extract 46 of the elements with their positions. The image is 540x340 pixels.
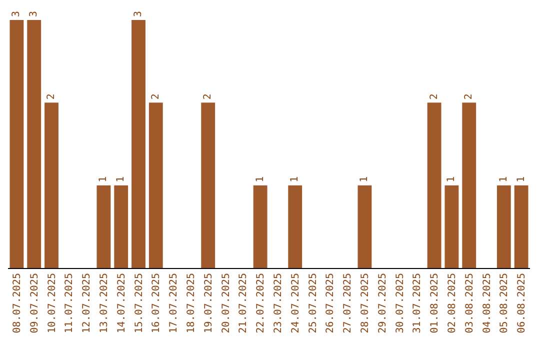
x-tick-label: 06.08.2025 — [516, 273, 528, 334]
x-tick-label: 01.08.2025 — [430, 273, 441, 334]
x-tick-label: 04.08.2025 — [482, 273, 493, 334]
data-label: 1 — [254, 176, 266, 182]
x-tick-label: 18.07.2025 — [186, 273, 197, 334]
x-tick-label: 14.07.2025 — [116, 273, 128, 334]
data-label: 1 — [359, 176, 370, 182]
x-tick-label: 17.07.2025 — [168, 273, 180, 334]
x-tick-label: 11.07.2025 — [64, 273, 76, 334]
x-tick-label: 21.07.2025 — [238, 273, 250, 334]
data-label: 3 — [11, 10, 22, 17]
data-label: 3 — [28, 10, 40, 17]
data-label: 2 — [464, 94, 475, 100]
x-tick-label: 22.07.2025 — [256, 273, 267, 334]
data-label: 2 — [428, 94, 440, 100]
x-tick-label: 09.07.2025 — [29, 273, 40, 334]
x-tick-label: 02.08.2025 — [446, 273, 458, 334]
x-tick-label: 31.07.2025 — [412, 273, 424, 334]
data-label: 3 — [133, 10, 144, 17]
x-tick-label: 28.07.2025 — [360, 273, 371, 334]
x-tick-label: 24.07.2025 — [290, 273, 302, 334]
x-tick-label: 16.07.2025 — [151, 273, 162, 334]
data-label: 1 — [446, 176, 458, 182]
x-tick-label: 25.07.2025 — [308, 273, 319, 334]
x-tick-label: 10.07.2025 — [46, 273, 58, 334]
data-label: 1 — [290, 176, 301, 182]
x-tick-label: 26.07.2025 — [325, 273, 336, 334]
x-tick-label: 05.08.2025 — [499, 273, 510, 334]
x-tick-label: 20.07.2025 — [220, 273, 232, 334]
x-tick-label: 29.07.2025 — [377, 273, 388, 334]
data-label: 1 — [116, 176, 127, 182]
data-label: 1 — [498, 176, 510, 182]
x-tick-label: 23.07.2025 — [272, 273, 284, 334]
x-tick-label: 13.07.2025 — [98, 273, 110, 334]
x-tick-label: 12.07.2025 — [82, 273, 93, 334]
x-tick-label: 19.07.2025 — [203, 273, 214, 334]
x-tick-label: 15.07.2025 — [134, 273, 145, 334]
x-tick-label: 03.08.2025 — [464, 273, 476, 334]
data-label: 2 — [150, 94, 162, 100]
x-tick-label: 08.07.2025 — [12, 273, 23, 334]
data-label: 2 — [202, 94, 214, 100]
data-label: 1 — [98, 176, 110, 182]
data-label: 2 — [46, 94, 57, 100]
x-tick-label: 30.07.2025 — [394, 273, 406, 334]
data-label: 1 — [516, 176, 527, 182]
x-tick-label: 27.07.2025 — [342, 273, 354, 334]
